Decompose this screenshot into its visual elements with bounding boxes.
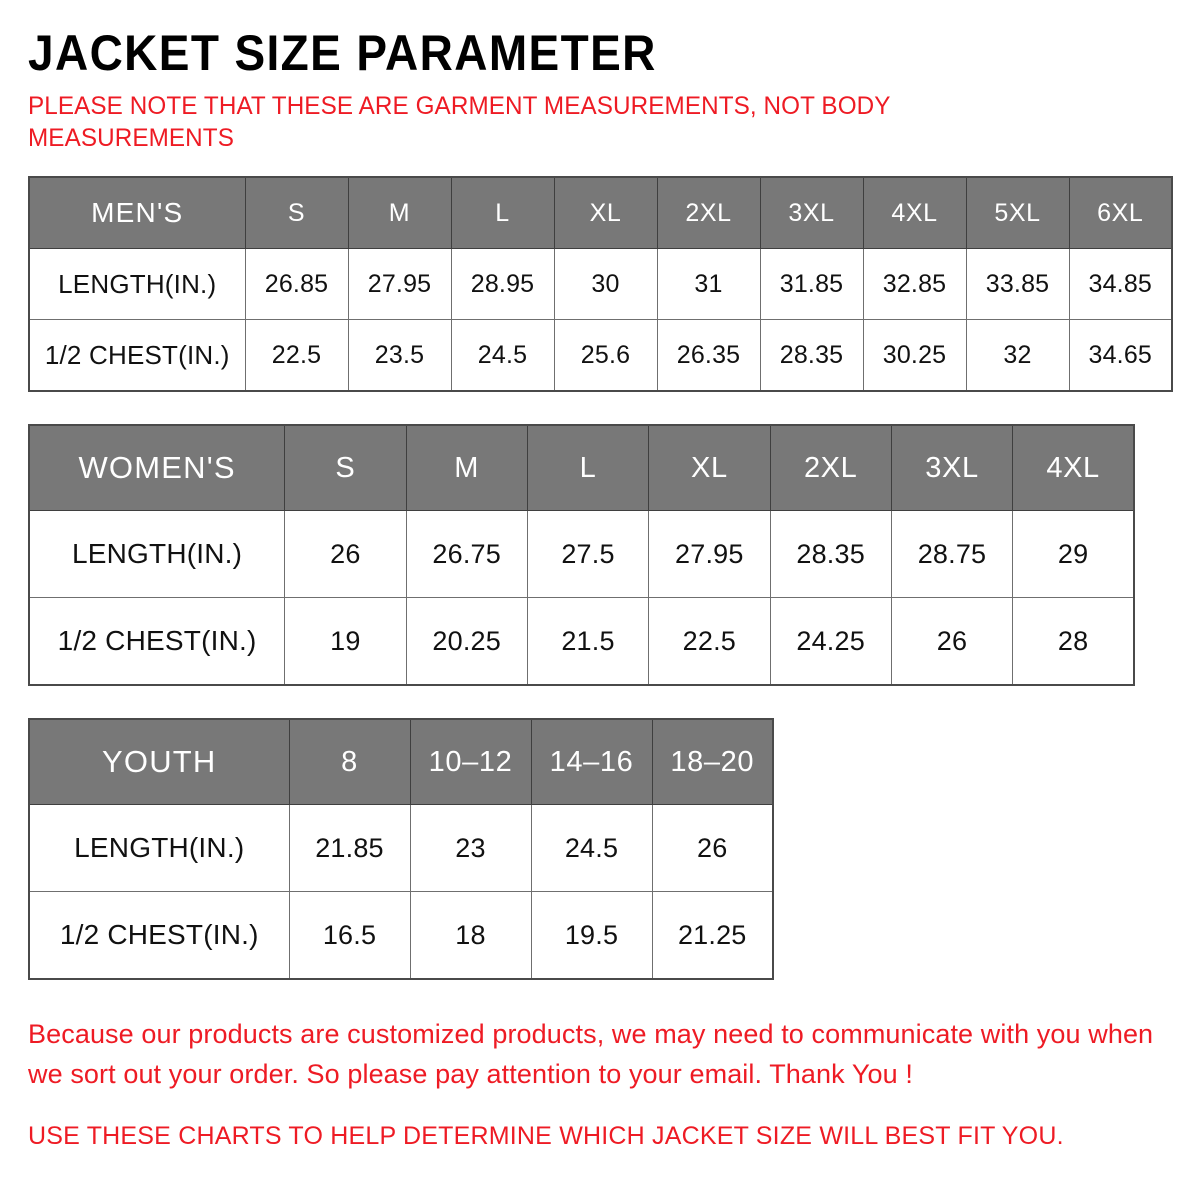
youth-size-header-8: 8 [288, 718, 411, 805]
youth-group-label: YOUTH [28, 718, 290, 805]
youth-length-label: LENGTH(IN.) [28, 804, 290, 892]
mens-chest-m: 23.5 [347, 319, 452, 392]
mens-length-s: 26.85 [244, 248, 349, 320]
womens-group-label: WOMEN'S [28, 424, 286, 511]
womens-table-body: LENGTH(IN.) 26 26.75 27.5 27.95 28.35 28… [28, 510, 1135, 686]
mens-chest-5xl: 32 [965, 319, 1070, 392]
mens-size-header-5xl: 5XL [965, 176, 1070, 249]
table-row: 1/2 CHEST(IN.) 19 20.25 21.5 22.5 24.25 … [28, 597, 1135, 686]
mens-chest-6xl: 34.65 [1068, 319, 1173, 392]
youth-chest-18-20: 21.25 [651, 891, 774, 980]
table-row: 1/2 CHEST(IN.) 16.5 18 19.5 21.25 [28, 891, 774, 980]
youth-length-14-16: 24.5 [530, 804, 653, 892]
mens-length-4xl: 32.85 [862, 248, 967, 320]
youth-size-header-10-12: 10–12 [409, 718, 532, 805]
womens-chest-l: 21.5 [526, 597, 650, 686]
womens-length-2xl: 28.35 [769, 510, 892, 598]
mens-size-table: MEN'S S M L XL 2XL 3XL 4XL 5XL 6XL LENGT… [28, 176, 1173, 392]
mens-length-l: 28.95 [450, 248, 555, 320]
womens-chest-m: 20.25 [405, 597, 528, 686]
womens-length-m: 26.75 [405, 510, 528, 598]
womens-length-label: LENGTH(IN.) [28, 510, 286, 598]
mens-size-header-xl: XL [553, 176, 658, 249]
youth-chest-10-12: 18 [409, 891, 532, 980]
table-row: LENGTH(IN.) 26.85 27.95 28.95 30 31 31.8… [28, 248, 1173, 320]
mens-chest-label: 1/2 CHEST(IN.) [28, 319, 246, 392]
table-row: LENGTH(IN.) 21.85 23 24.5 26 [28, 804, 774, 892]
youth-size-header-14-16: 14–16 [530, 718, 653, 805]
tables-container: MEN'S S M L XL 2XL 3XL 4XL 5XL 6XL LENGT… [28, 176, 1173, 980]
page-title: JACKET SIZE PARAMETER [28, 25, 657, 81]
mens-chest-3xl: 28.35 [759, 319, 864, 392]
mens-length-3xl: 31.85 [759, 248, 864, 320]
mens-length-label: LENGTH(IN.) [28, 248, 246, 320]
mens-group-label: MEN'S [28, 176, 246, 249]
womens-size-header-l: L [526, 424, 650, 511]
youth-header-row: YOUTH 8 10–12 14–16 18–20 [28, 718, 774, 805]
womens-size-header-4xl: 4XL [1012, 424, 1135, 511]
womens-length-4xl: 29 [1012, 510, 1135, 598]
table-row: LENGTH(IN.) 26 26.75 27.5 27.95 28.35 28… [28, 510, 1135, 598]
youth-size-header-18-20: 18–20 [651, 718, 774, 805]
womens-size-header-s: S [284, 424, 407, 511]
mens-length-xl: 30 [553, 248, 658, 320]
youth-length-10-12: 23 [409, 804, 532, 892]
footer-notes: Because our products are customized prod… [28, 1014, 1172, 1152]
womens-size-header-2xl: 2XL [769, 424, 892, 511]
mens-size-header-2xl: 2XL [656, 176, 761, 249]
mens-size-header-s: S [244, 176, 349, 249]
womens-size-header-m: M [405, 424, 528, 511]
womens-size-header-3xl: 3XL [890, 424, 1014, 511]
womens-chest-3xl: 26 [890, 597, 1014, 686]
youth-chest-8: 16.5 [288, 891, 411, 980]
mens-chest-s: 22.5 [244, 319, 349, 392]
womens-chest-label: 1/2 CHEST(IN.) [28, 597, 286, 686]
womens-size-header-xl: XL [648, 424, 771, 511]
mens-header-row: MEN'S S M L XL 2XL 3XL 4XL 5XL 6XL [28, 176, 1173, 249]
mens-chest-l: 24.5 [450, 319, 555, 392]
womens-header-row: WOMEN'S S M L XL 2XL 3XL 4XL [28, 424, 1135, 511]
youth-length-18-20: 26 [651, 804, 774, 892]
womens-chest-2xl: 24.25 [769, 597, 892, 686]
womens-size-table: WOMEN'S S M L XL 2XL 3XL 4XL LENGTH(IN.)… [28, 424, 1135, 686]
mens-size-header-4xl: 4XL [862, 176, 967, 249]
mens-size-header-l: L [450, 176, 555, 249]
mens-length-5xl: 33.85 [965, 248, 1070, 320]
mens-size-header-3xl: 3XL [759, 176, 864, 249]
mens-chest-4xl: 30.25 [862, 319, 967, 392]
garment-measurement-note: PLEASE NOTE THAT THESE ARE GARMENT MEASU… [28, 92, 891, 152]
mens-table-head: MEN'S S M L XL 2XL 3XL 4XL 5XL 6XL [28, 176, 1173, 249]
womens-length-xl: 27.95 [648, 510, 771, 598]
womens-chest-s: 19 [284, 597, 407, 686]
youth-chest-label: 1/2 CHEST(IN.) [28, 891, 290, 980]
youth-table-body: LENGTH(IN.) 21.85 23 24.5 26 1/2 CHEST(I… [28, 804, 774, 980]
table-row: 1/2 CHEST(IN.) 22.5 23.5 24.5 25.6 26.35… [28, 319, 1173, 392]
youth-size-table: YOUTH 8 10–12 14–16 18–20 LENGTH(IN.) 21… [28, 718, 774, 980]
womens-length-l: 27.5 [526, 510, 650, 598]
mens-table-body: LENGTH(IN.) 26.85 27.95 28.95 30 31 31.8… [28, 248, 1173, 392]
customization-note: Because our products are customized prod… [28, 1019, 1154, 1089]
mens-length-6xl: 34.85 [1068, 248, 1173, 320]
youth-table-head: YOUTH 8 10–12 14–16 18–20 [28, 718, 774, 805]
chart-usage-note: USE THESE CHARTS TO HELP DETERMINE WHICH… [28, 1122, 1064, 1150]
womens-length-s: 26 [284, 510, 407, 598]
mens-size-header-m: M [347, 176, 452, 249]
womens-chest-xl: 22.5 [648, 597, 771, 686]
mens-chest-2xl: 26.35 [656, 319, 761, 392]
mens-chest-xl: 25.6 [553, 319, 658, 392]
womens-length-3xl: 28.75 [890, 510, 1014, 598]
youth-chest-14-16: 19.5 [530, 891, 653, 980]
mens-length-2xl: 31 [656, 248, 761, 320]
womens-table-head: WOMEN'S S M L XL 2XL 3XL 4XL [28, 424, 1135, 511]
youth-length-8: 21.85 [288, 804, 411, 892]
mens-size-header-6xl: 6XL [1068, 176, 1173, 249]
womens-chest-4xl: 28 [1012, 597, 1135, 686]
mens-length-m: 27.95 [347, 248, 452, 320]
